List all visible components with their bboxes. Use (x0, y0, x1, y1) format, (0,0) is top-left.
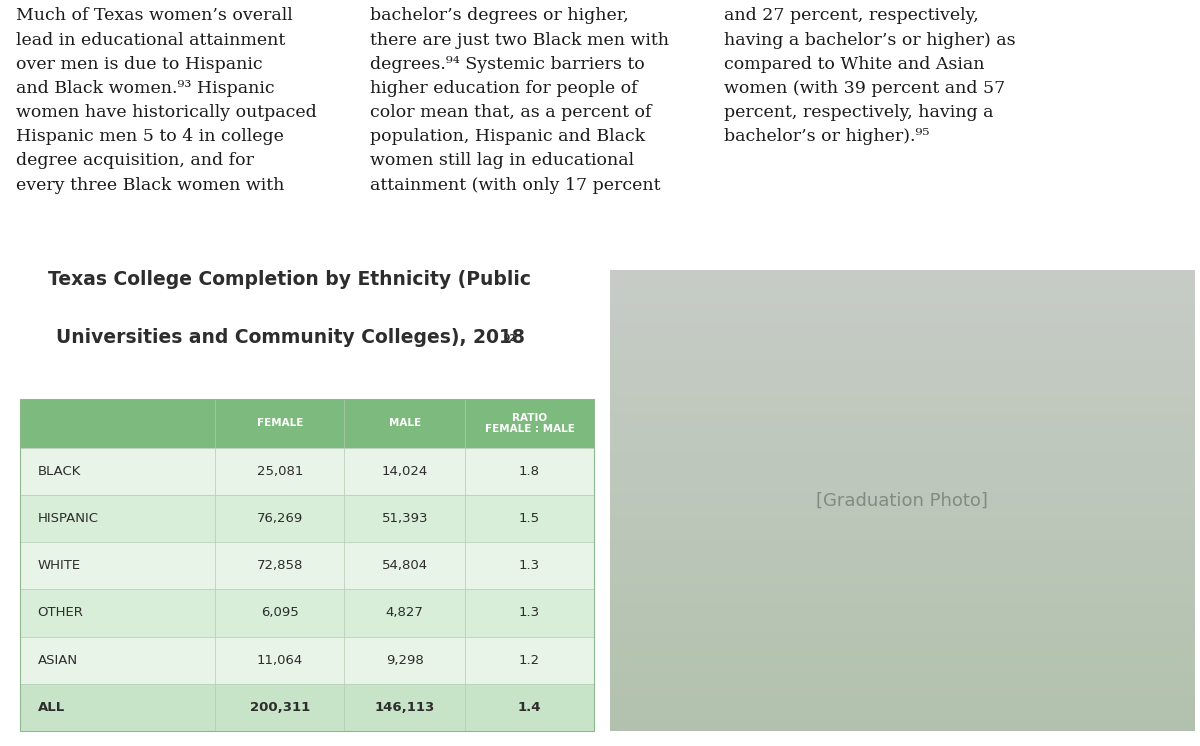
Bar (20, 542, 216, 589)
Bar (464, 542, 594, 589)
Text: RATIO
FEMALE : MALE: RATIO FEMALE : MALE (485, 413, 575, 434)
Bar (464, 399, 594, 448)
Text: ASIAN: ASIAN (37, 653, 78, 667)
Text: MALE: MALE (389, 419, 421, 428)
Text: 200,311: 200,311 (250, 701, 310, 714)
Text: 1.5: 1.5 (518, 512, 540, 525)
Text: Texas College Completion by Ethnicity (Public: Texas College Completion by Ethnicity (P… (48, 270, 532, 289)
Bar (464, 589, 594, 636)
Bar (464, 636, 594, 684)
Text: bachelor’s degrees or higher,
there are just two Black men with
degrees.⁹⁴ Syste: bachelor’s degrees or higher, there are … (370, 7, 668, 193)
Text: 1.2: 1.2 (518, 653, 540, 667)
Bar (216, 448, 344, 495)
Text: 14,024: 14,024 (382, 465, 428, 477)
Text: ALL: ALL (37, 701, 65, 714)
Text: 54,804: 54,804 (382, 560, 427, 572)
Bar (20, 684, 216, 731)
Bar (464, 684, 594, 731)
Text: 4,827: 4,827 (385, 606, 424, 619)
Bar (464, 495, 594, 542)
Text: 76,269: 76,269 (257, 512, 304, 525)
Text: 1.3: 1.3 (518, 606, 540, 619)
Bar (344, 399, 464, 448)
Bar (216, 636, 344, 684)
Text: [Graduation Photo]: [Graduation Photo] (816, 492, 988, 510)
Text: OTHER: OTHER (37, 606, 84, 619)
Bar (20, 399, 216, 448)
Bar (344, 589, 464, 636)
Text: Universities and Community Colleges), 2018: Universities and Community Colleges), 20… (55, 327, 524, 347)
Bar (344, 448, 464, 495)
Bar (216, 684, 344, 731)
Text: FEMALE: FEMALE (257, 419, 304, 428)
Text: 25,081: 25,081 (257, 465, 304, 477)
Text: 92: 92 (504, 333, 516, 342)
Bar (216, 399, 344, 448)
Bar (20, 589, 216, 636)
Bar (20, 636, 216, 684)
Text: 1.3: 1.3 (518, 560, 540, 572)
Text: 51,393: 51,393 (382, 512, 428, 525)
Text: 1.8: 1.8 (518, 465, 540, 477)
Bar (20, 399, 594, 731)
Text: 6,095: 6,095 (262, 606, 299, 619)
Text: Much of Texas women’s overall
lead in educational attainment
over men is due to : Much of Texas women’s overall lead in ed… (16, 7, 317, 193)
Bar (344, 542, 464, 589)
Text: 72,858: 72,858 (257, 560, 304, 572)
Text: 1.4: 1.4 (517, 701, 541, 714)
Text: 146,113: 146,113 (374, 701, 434, 714)
Text: and 27 percent, respectively,
having a bachelor’s or higher) as
compared to Whit: and 27 percent, respectively, having a b… (724, 7, 1015, 145)
Bar (216, 542, 344, 589)
Bar (344, 684, 464, 731)
Bar (216, 495, 344, 542)
Bar (20, 448, 216, 495)
Bar (20, 495, 216, 542)
Text: HISPANIC: HISPANIC (37, 512, 98, 525)
Bar (344, 636, 464, 684)
Text: BLACK: BLACK (37, 465, 80, 477)
Bar (216, 589, 344, 636)
Bar (464, 448, 594, 495)
Text: 11,064: 11,064 (257, 653, 304, 667)
Bar (344, 495, 464, 542)
Text: 9,298: 9,298 (386, 653, 424, 667)
Text: WHITE: WHITE (37, 560, 80, 572)
